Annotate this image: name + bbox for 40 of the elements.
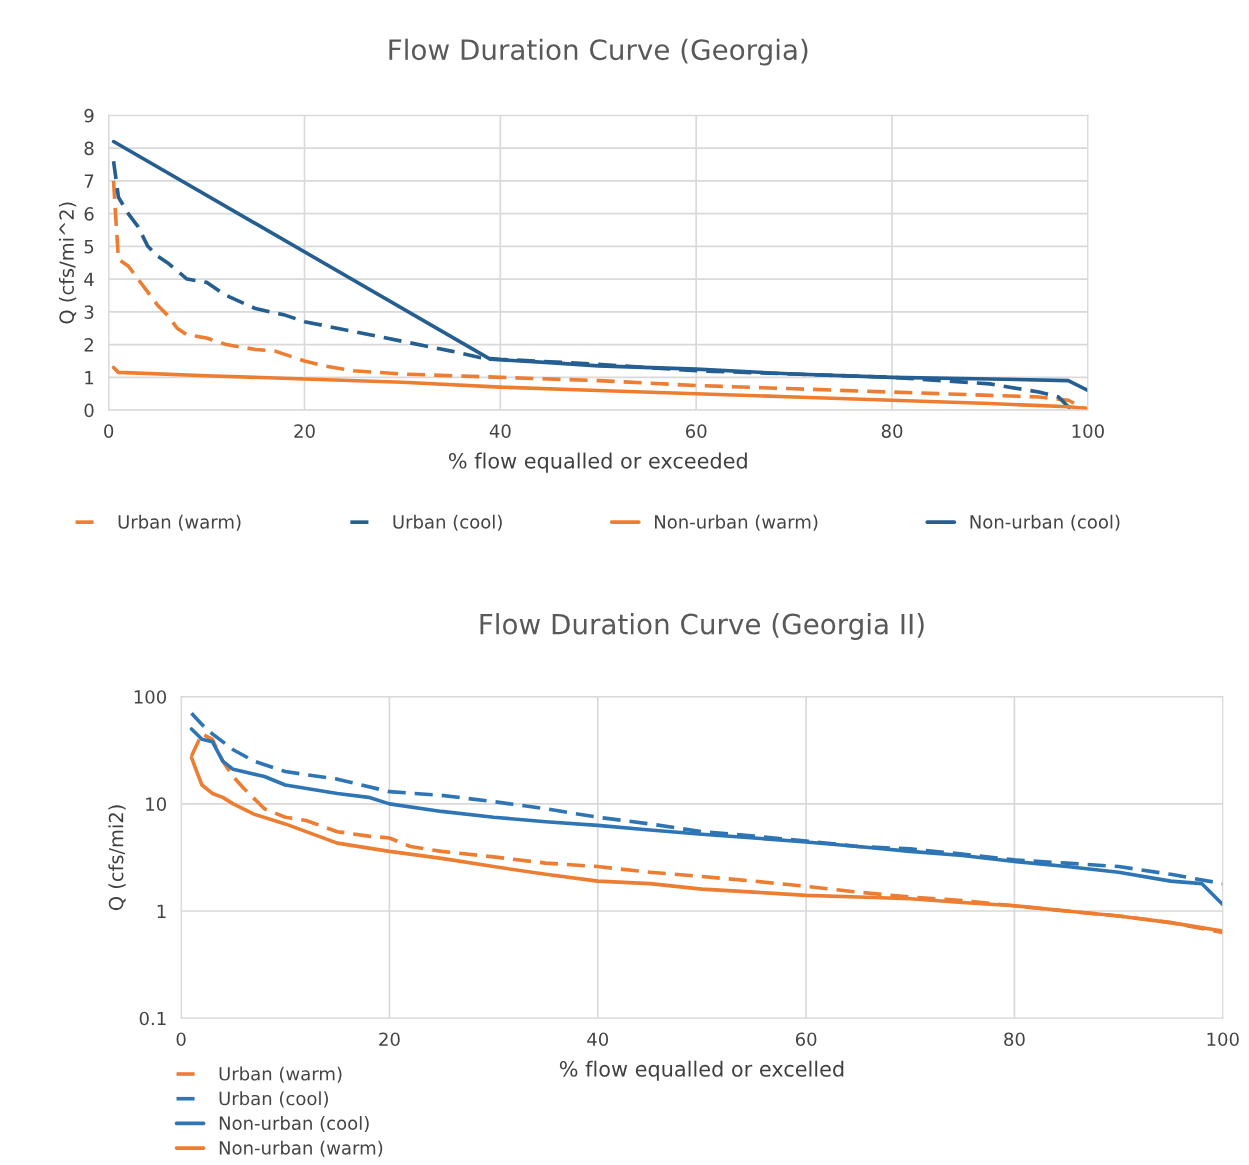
y-tick-label: 0: [84, 403, 94, 418]
y-axis-title: Q (cfs/mi2): [108, 805, 126, 911]
x-tick-label: 20: [294, 424, 315, 438]
y-tick-label: 2: [84, 338, 93, 352]
legend-label: Non-urban (cool): [970, 514, 1120, 531]
legend-label: Urban (warm): [219, 1066, 342, 1083]
chart-title: Flow Duration Curve (Georgia II): [480, 613, 924, 640]
y-tick-label: 0.1: [139, 1011, 166, 1026]
y-tick-label: 9: [84, 108, 94, 123]
x-tick-label: 40: [587, 1032, 609, 1047]
x-tick-label: 80: [1004, 1032, 1025, 1047]
legend-label: Urban (warm): [118, 514, 241, 531]
y-tick-label: 7: [84, 174, 94, 188]
y-axis-title: Q (cfs/mi^2): [58, 202, 77, 324]
x-tick-label: 40: [489, 424, 511, 438]
x-tick-label: 20: [379, 1032, 400, 1047]
y-tick-label: 100: [134, 690, 167, 704]
x-tick-label: 60: [795, 1032, 817, 1047]
y-tick-label: 5: [84, 240, 94, 254]
y-tick-label: 3: [84, 305, 94, 319]
x-tick-label: 80: [881, 424, 903, 438]
x-axis-title: % flow equalled or excelled: [559, 1060, 844, 1081]
y-tick-label: 4: [84, 272, 94, 286]
x-tick-label: 100: [1207, 1032, 1239, 1047]
chart-title: Flow Duration Curve (Georgia): [389, 38, 808, 66]
y-tick-label: 1: [157, 904, 166, 918]
x-tick-label: 60: [685, 424, 707, 438]
y-tick-label: 8: [84, 141, 94, 156]
x-tick-label: 100: [1072, 424, 1104, 438]
x-tick-label: 0: [104, 424, 114, 438]
legend-label: Non-urban (warm): [655, 514, 818, 531]
legend-label: Urban (cool): [219, 1091, 328, 1108]
y-tick-label: 1: [85, 371, 94, 385]
legend-label: Non-urban (warm): [219, 1140, 383, 1157]
x-tick-label: 0: [176, 1032, 186, 1047]
legend-label: Urban (cool): [393, 514, 502, 531]
y-tick-label: 10: [146, 797, 167, 811]
y-tick-label: 6: [84, 207, 94, 221]
legend-label: Non-urban (cool): [219, 1116, 369, 1133]
x-axis-title: % flow equalled or exceeded: [448, 452, 747, 473]
